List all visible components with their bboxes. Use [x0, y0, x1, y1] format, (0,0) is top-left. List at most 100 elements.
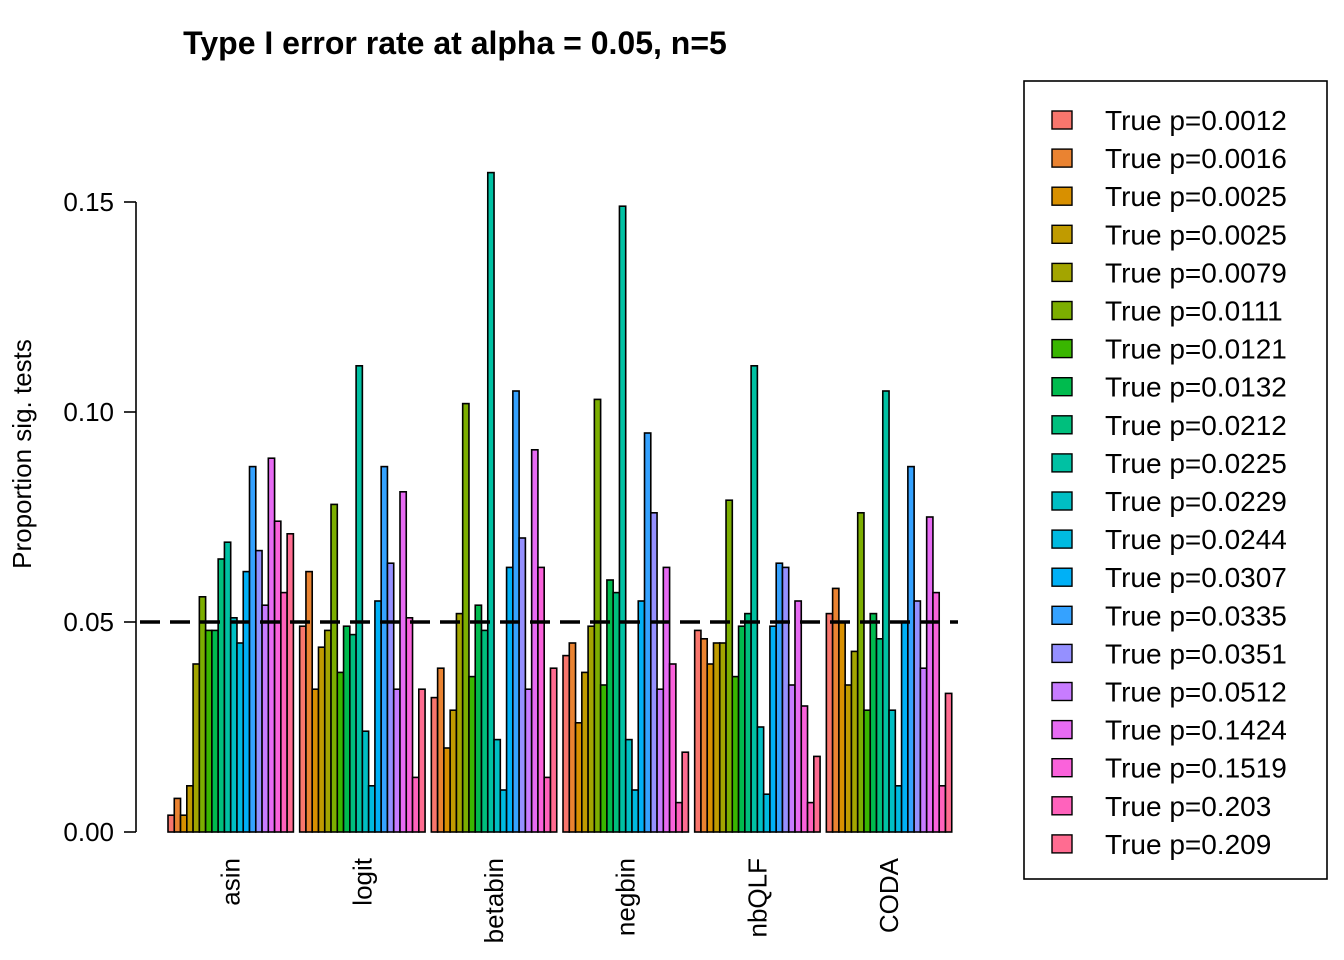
y-axis: 0.00 0.05 0.10 0.15: [63, 187, 136, 847]
legend-swatch: [1052, 568, 1072, 586]
bar: [601, 685, 607, 832]
bar: [262, 605, 268, 832]
bar: [726, 500, 732, 832]
bar: [538, 567, 544, 832]
y-axis-title: Proportion sig. tests: [7, 339, 37, 569]
bar: [670, 664, 676, 832]
bar: [206, 630, 212, 832]
y-tick-label: 0.10: [63, 397, 114, 427]
legend-swatch: [1052, 111, 1072, 129]
legend-label: True p=0.0132: [1105, 372, 1287, 403]
legend-swatch: [1052, 187, 1072, 205]
bar: [331, 504, 337, 832]
bar: [795, 601, 801, 832]
legend-swatch: [1052, 721, 1072, 739]
bar: [375, 601, 381, 832]
bar: [306, 572, 312, 832]
bar: [895, 786, 901, 832]
x-tick-label: negbin: [611, 858, 641, 936]
legend-swatch: [1052, 263, 1072, 281]
bar: [193, 664, 199, 832]
bar: [224, 542, 230, 832]
bar: [864, 710, 870, 832]
bar: [713, 643, 719, 832]
bar: [657, 689, 663, 832]
bar: [187, 786, 193, 832]
bars: [168, 173, 952, 832]
bar: [250, 467, 256, 832]
legend-label: True p=0.0016: [1105, 143, 1287, 174]
bar: [400, 492, 406, 832]
bar: [594, 399, 600, 832]
bar: [695, 630, 701, 832]
bar: [312, 689, 318, 832]
bar: [745, 614, 751, 832]
bar: [438, 668, 444, 832]
bar: [889, 710, 895, 832]
x-tick-label: logit: [347, 857, 377, 905]
bar: [325, 630, 331, 832]
bar: [318, 647, 324, 832]
legend-label: True p=0.0025: [1105, 181, 1287, 212]
bar: [237, 643, 243, 832]
legend-label: True p=0.0307: [1105, 562, 1287, 593]
bar: [676, 803, 682, 832]
x-axis-labels: asin logit betabin negbin nbQLF CODA: [216, 857, 904, 943]
legend-swatch: [1052, 416, 1072, 434]
bar: [939, 786, 945, 832]
legend-label: True p=0.0229: [1105, 486, 1287, 517]
y-tick-label: 0.05: [63, 607, 114, 637]
legend: True p=0.0012 True p=0.0016 True p=0.0025 T…: [1024, 81, 1327, 879]
bar: [902, 622, 908, 832]
bar: [576, 723, 582, 832]
bar: [801, 706, 807, 832]
bar: [525, 689, 531, 832]
legend-label: True p=0.0225: [1105, 448, 1287, 479]
legend-label: True p=0.203: [1105, 791, 1271, 822]
bar: [870, 614, 876, 832]
bar: [945, 693, 951, 832]
y-tick-label: 0.00: [63, 817, 114, 847]
bar: [287, 534, 293, 832]
bar: [463, 404, 469, 832]
bar: [707, 664, 713, 832]
bar: [362, 731, 368, 832]
bar: [275, 521, 281, 832]
bar: [212, 630, 218, 832]
bar: [739, 626, 745, 832]
legend-label: True p=0.0212: [1105, 410, 1287, 441]
bar: [927, 517, 933, 832]
bar: [764, 794, 770, 832]
bar: [387, 563, 393, 832]
bar: [751, 366, 757, 832]
bar: [381, 467, 387, 832]
legend-label: True p=0.0025: [1105, 219, 1287, 250]
bar: [218, 559, 224, 832]
legend-swatch: [1052, 302, 1072, 320]
bar: [444, 748, 450, 832]
bar: [569, 643, 575, 832]
bar: [933, 593, 939, 832]
legend-swatch: [1052, 149, 1072, 167]
legend-swatch: [1052, 606, 1072, 624]
legend-swatch: [1052, 683, 1072, 701]
bar: [413, 777, 419, 832]
bar: [851, 651, 857, 832]
x-tick-label: nbQLF: [742, 858, 772, 938]
bar: [406, 618, 412, 832]
bar: [626, 740, 632, 832]
bar: [588, 626, 594, 832]
bar: [337, 672, 343, 832]
bar: [770, 626, 776, 832]
y-tick-label: 0.15: [63, 187, 114, 217]
legend-swatch: [1052, 492, 1072, 510]
legend-label: True p=0.0111: [1105, 296, 1283, 327]
legend-swatch: [1052, 835, 1072, 853]
bar: [858, 513, 864, 832]
bar: [494, 740, 500, 832]
bar: [607, 580, 613, 832]
bar: [231, 618, 237, 832]
legend-swatch: [1052, 454, 1072, 472]
bar: [814, 756, 820, 832]
legend-label: True p=0.1519: [1105, 753, 1287, 784]
